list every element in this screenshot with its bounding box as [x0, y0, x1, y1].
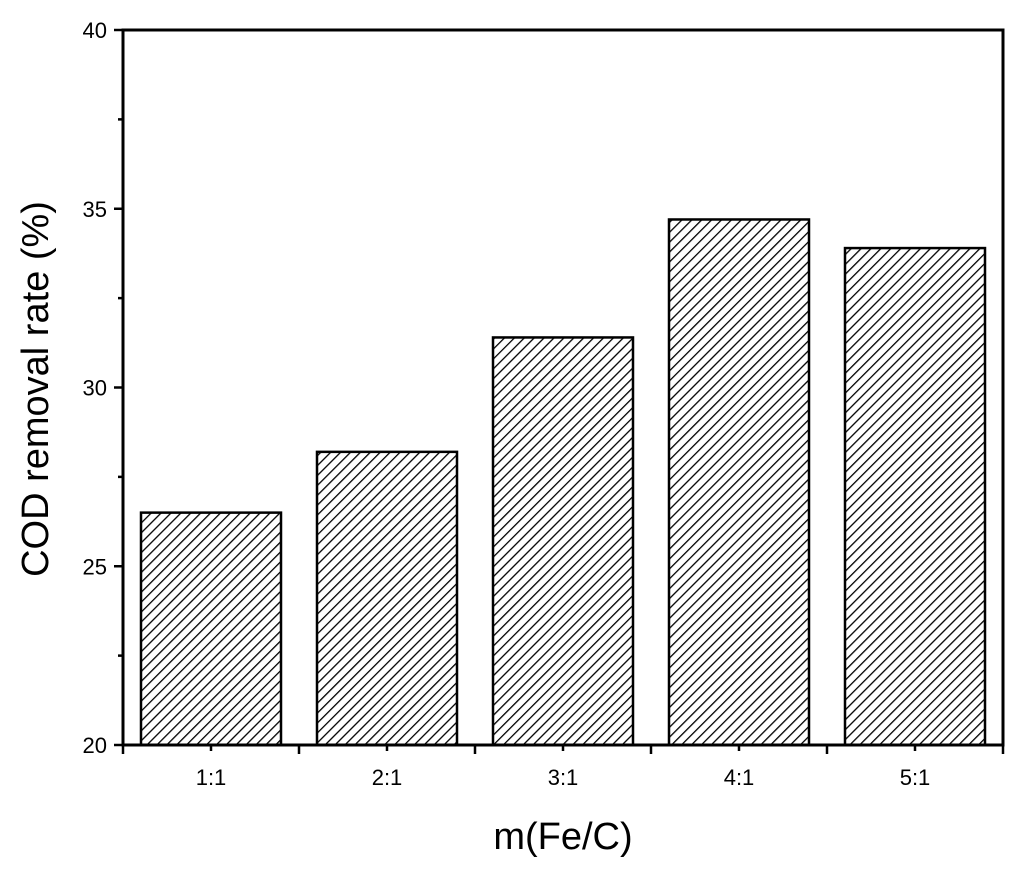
- x-tick-label: 5:1: [900, 765, 931, 790]
- bar-5-1: [843, 246, 987, 747]
- y-tick-label: 35: [83, 197, 107, 222]
- bar-2-1: [315, 450, 459, 747]
- y-tick-label: 20: [83, 733, 107, 758]
- y-tick-label: 30: [83, 376, 107, 401]
- y-axis-title: COD removal rate (%): [15, 201, 57, 577]
- x-tick-label: 1:1: [196, 765, 227, 790]
- x-tick-label: 3:1: [548, 765, 579, 790]
- plot-frame: [121, 28, 1005, 747]
- bar-4-1: [667, 218, 811, 747]
- bar-3-1: [491, 336, 635, 747]
- bar-1-1: [139, 511, 283, 747]
- x-tick-label: 4:1: [724, 765, 755, 790]
- x-axis-title: m(Fe/C): [493, 816, 632, 858]
- x-tick-label: 2:1: [372, 765, 403, 790]
- y-tick-label: 25: [83, 554, 107, 579]
- y-tick-label: 40: [83, 18, 107, 43]
- tick-labels: 20 25 30 35 40 1:1 2:1 3:1 4:1 5:1: [83, 18, 931, 790]
- bars: [139, 218, 987, 747]
